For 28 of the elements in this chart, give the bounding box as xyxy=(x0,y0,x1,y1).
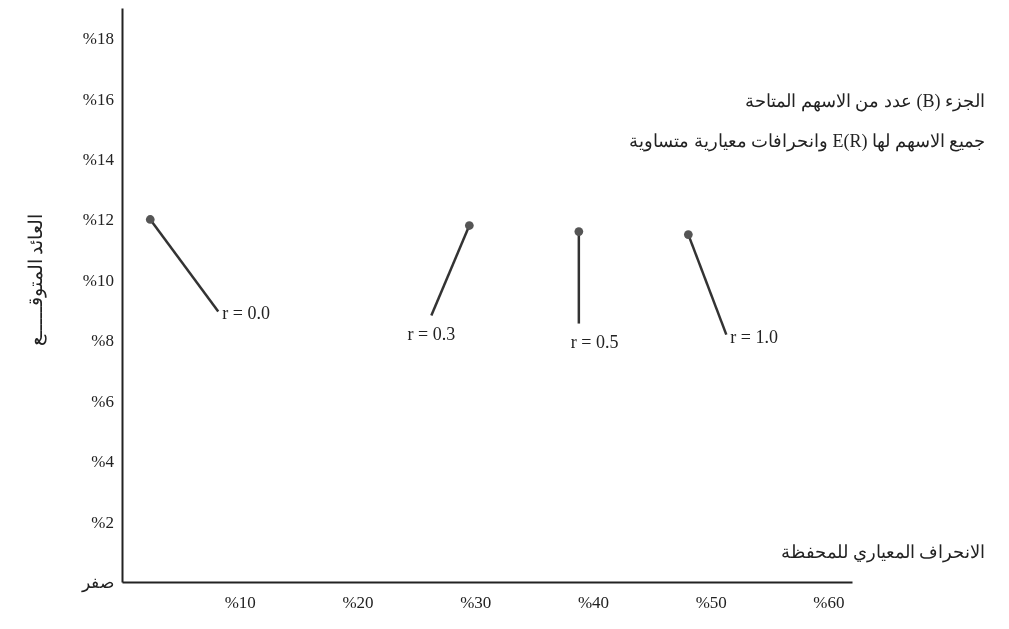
y-tick-label: %4 xyxy=(91,452,115,472)
y-tick-label: %18 xyxy=(82,29,114,49)
y-tick-label: %6 xyxy=(91,391,114,411)
x-tick-label: %20 xyxy=(342,593,374,613)
x-tick-label: %60 xyxy=(813,593,845,613)
point xyxy=(683,230,693,239)
y-tick-label: %14 xyxy=(82,149,115,169)
annotation: r = 0.5 xyxy=(570,331,619,352)
y-axis-title: العائد المتوقـــــع xyxy=(25,213,47,347)
x-tick-label: %10 xyxy=(224,593,256,613)
x-tick-label: %40 xyxy=(577,593,610,613)
text: الجزء (B) عدد من الاسهم المتاحة xyxy=(745,91,985,112)
annotation: r = 1.0 xyxy=(730,326,778,347)
y-tick-label: %12 xyxy=(82,210,114,230)
y-tick-label: صفر xyxy=(81,572,114,593)
y-tick-label: %8 xyxy=(91,331,114,351)
annotation: r = 0.0 xyxy=(222,303,270,324)
text: جميع الاسهم لها E(R) وانحرافات معيارية متساوية xyxy=(629,131,985,152)
x-tick-label: %50 xyxy=(695,593,727,613)
point xyxy=(464,221,474,230)
point xyxy=(574,227,584,236)
y-tick-label: %10 xyxy=(82,270,114,290)
point xyxy=(145,215,155,224)
y-tick-label: %16 xyxy=(82,89,114,109)
y-tick-label: %2 xyxy=(91,512,114,532)
x-axis-title: الانحراف المعياري للمحفظة xyxy=(781,542,985,563)
x-tick-label: %30 xyxy=(460,593,492,613)
annotation: r = 0.3 xyxy=(407,323,456,344)
